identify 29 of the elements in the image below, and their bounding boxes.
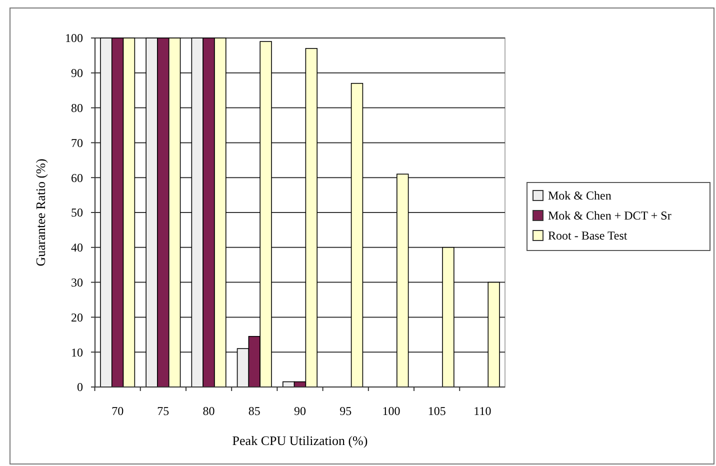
y-tick-label: 40 bbox=[71, 240, 83, 255]
y-tick-label: 80 bbox=[71, 101, 83, 115]
x-tick-label: 100 bbox=[382, 404, 400, 418]
legend-label: Mok & Chen + DCT + Sr bbox=[548, 208, 672, 222]
y-tick-label: 20 bbox=[71, 310, 83, 324]
legend-label: Mok & Chen bbox=[548, 188, 612, 202]
y-tick-label: 100 bbox=[65, 31, 83, 46]
y-tick-label: 60 bbox=[71, 170, 83, 185]
x-tick-label: 85 bbox=[248, 404, 260, 418]
bar bbox=[442, 247, 454, 388]
x-tick-label: 75 bbox=[157, 404, 170, 418]
x-axis-title: Peak CPU Utilization (%) bbox=[232, 433, 368, 448]
y-tick-label: 90 bbox=[71, 66, 83, 80]
legend-label: Root - Base Test bbox=[548, 228, 628, 242]
x-tick-label: 110 bbox=[474, 404, 492, 418]
bar bbox=[350, 82, 364, 388]
bar bbox=[396, 174, 409, 388]
x-tick-label: 80 bbox=[202, 404, 215, 418]
bar bbox=[488, 282, 500, 388]
x-tick-label: 95 bbox=[340, 404, 352, 418]
x-tick-label: 105 bbox=[428, 404, 446, 418]
y-tick-label: 0 bbox=[77, 380, 83, 394]
x-tick-label: 90 bbox=[294, 404, 306, 418]
y-tick-label: 30 bbox=[71, 276, 83, 290]
x-tick-label: 70 bbox=[112, 404, 124, 418]
y-tick-label: 50 bbox=[71, 206, 83, 220]
y-axis-title: Guarantee Ratio (%) bbox=[33, 158, 48, 266]
y-tick-label: 70 bbox=[71, 136, 83, 150]
y-tick-label: 10 bbox=[71, 345, 83, 360]
